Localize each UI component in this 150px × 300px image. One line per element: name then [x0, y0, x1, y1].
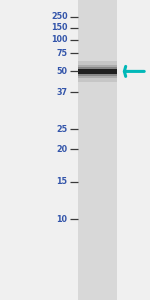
Text: 15: 15: [57, 177, 68, 186]
Text: 250: 250: [51, 12, 68, 21]
Text: 75: 75: [57, 49, 68, 58]
Bar: [78, 67, 117, 76]
Bar: [78, 64, 117, 78]
Text: 100: 100: [51, 35, 68, 44]
Bar: [78, 61, 117, 82]
Text: 150: 150: [51, 23, 68, 32]
Text: 37: 37: [57, 88, 68, 97]
Text: 50: 50: [57, 67, 68, 76]
Text: 20: 20: [56, 145, 68, 154]
Bar: [78, 69, 117, 74]
Bar: [78, 0, 117, 300]
Text: 25: 25: [56, 124, 68, 134]
Text: 10: 10: [57, 214, 68, 224]
